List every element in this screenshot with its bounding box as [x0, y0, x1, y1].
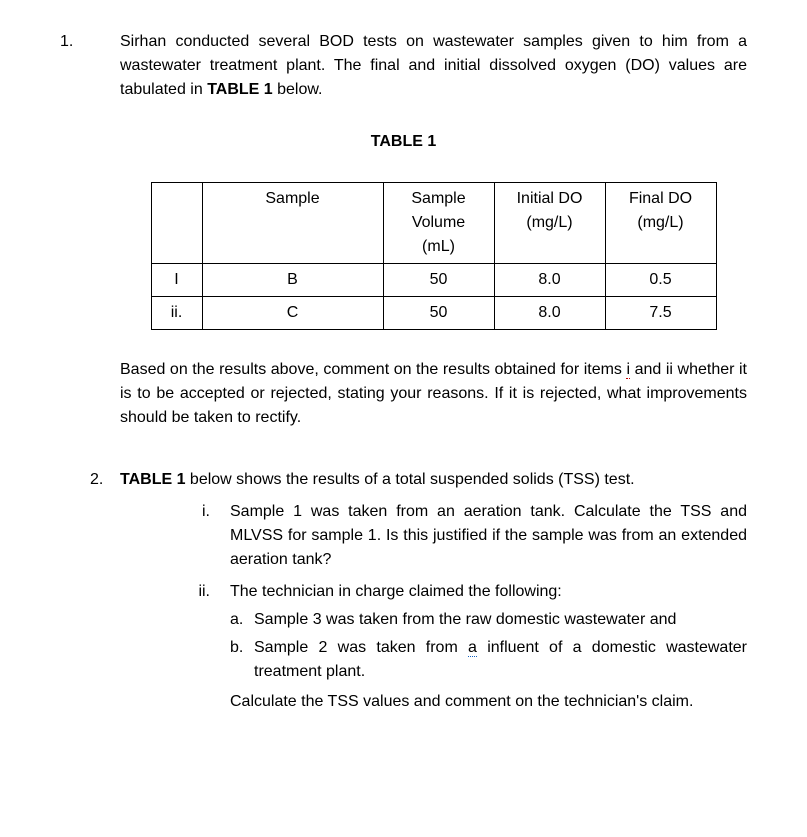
table-header-row: Sample Sample Volume (mL) Initial DO (mg… [151, 183, 716, 264]
cell-initial-do: 8.0 [494, 297, 605, 330]
question-2-body: TABLE 1 below shows the results of a tot… [120, 468, 747, 714]
q2-intro: TABLE 1 below shows the results of a tot… [120, 468, 747, 492]
q2-i-label: i. [120, 500, 230, 524]
cell-final-do: 0.5 [605, 264, 716, 297]
question-1-number: 1. [60, 30, 120, 54]
page: 1. Sirhan conducted several BOD tests on… [0, 0, 807, 837]
th-initial-do: Initial DO (mg/L) [494, 183, 605, 264]
q2-item-ii: ii. The technician in charge claimed the… [120, 580, 747, 714]
cell-final-do: 7.5 [605, 297, 716, 330]
q2-item-i: i. Sample 1 was taken from an aeration t… [120, 500, 747, 572]
cell-initial-do: 8.0 [494, 264, 605, 297]
table-row: ii. C 50 8.0 7.5 [151, 297, 716, 330]
q2-ii-b: b. Sample 2 was taken from a influent of… [230, 636, 747, 684]
q2-ii-b-label: b. [230, 636, 254, 660]
cell-idx: I [151, 264, 202, 297]
q2-table-ref: TABLE 1 [120, 471, 185, 488]
cell-volume: 50 [383, 297, 494, 330]
question-2: 2. TABLE 1 below shows the results of a … [60, 468, 747, 714]
th-final-do: Final DO (mg/L) [605, 183, 716, 264]
q2-ii-a-text: Sample 3 was taken from the raw domestic… [254, 608, 747, 632]
th-index [151, 183, 202, 264]
table-1-title: TABLE 1 [60, 130, 747, 154]
table-row: I B 50 8.0 0.5 [151, 264, 716, 297]
q2-intro-post: below shows the results of a total suspe… [185, 471, 634, 488]
question-1: 1. Sirhan conducted several BOD tests on… [60, 30, 747, 102]
q2-ii-b-underlined-a: a [468, 639, 477, 657]
q2-ii-b-pre: Sample 2 was taken from [254, 639, 468, 656]
q1-table-ref: TABLE 1 [207, 81, 272, 98]
q2-ii-b-text: Sample 2 was taken from a influent of a … [254, 636, 747, 684]
question-1-tail: Based on the results above, comment on t… [120, 358, 747, 430]
q2-ii-a-label: a. [230, 608, 254, 632]
cell-idx: ii. [151, 297, 202, 330]
q2-ii-label: ii. [120, 580, 230, 604]
th-sample: Sample [202, 183, 383, 264]
cell-volume: 50 [383, 264, 494, 297]
q1-tail-part1: Based on the results above, comment on t… [120, 361, 626, 378]
table-1-wrap: Sample Sample Volume (mL) Initial DO (mg… [120, 182, 747, 330]
cell-sample: C [202, 297, 383, 330]
q1-text-part2: below. [273, 81, 323, 98]
question-2-number: 2. [90, 468, 120, 492]
q2-ii-lead: The technician in charge claimed the fol… [230, 580, 747, 604]
question-1-body: Sirhan conducted several BOD tests on wa… [120, 30, 747, 102]
th-volume: Sample Volume (mL) [383, 183, 494, 264]
table-1: Sample Sample Volume (mL) Initial DO (mg… [151, 182, 717, 330]
q2-i-text: Sample 1 was taken from an aeration tank… [230, 500, 747, 572]
cell-sample: B [202, 264, 383, 297]
q2-ii-calc: Calculate the TSS values and comment on … [230, 690, 747, 714]
q2-ii-body: The technician in charge claimed the fol… [230, 580, 747, 714]
q2-ii-a: a. Sample 3 was taken from the raw domes… [230, 608, 747, 632]
